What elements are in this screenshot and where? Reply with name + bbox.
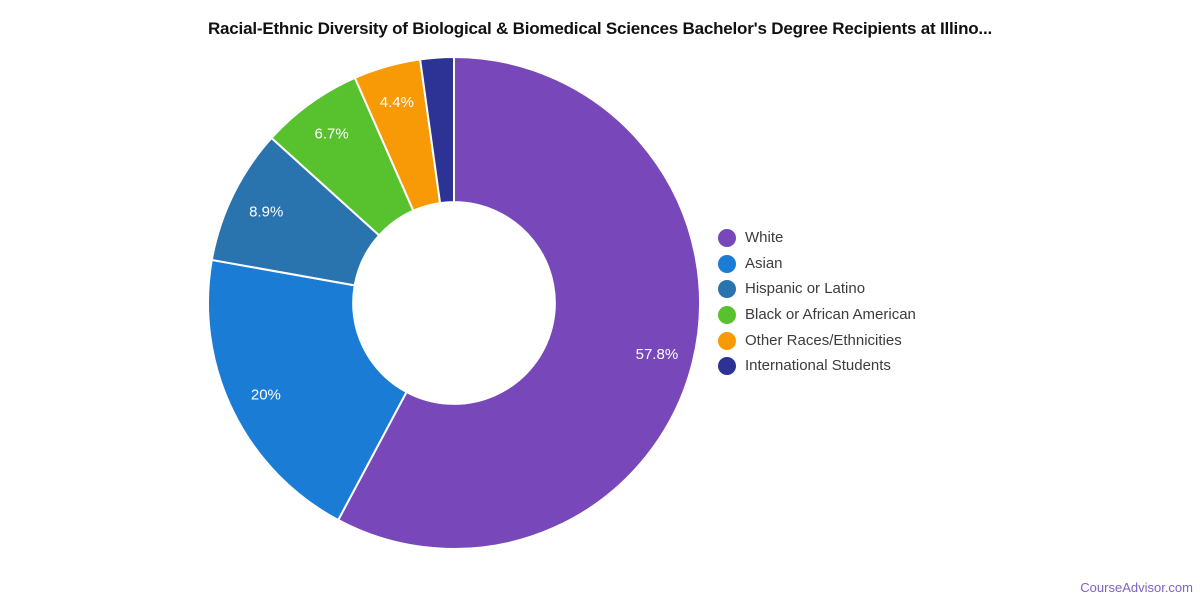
slice-percent-label-other-races-ethnicities: 4.4% — [380, 94, 414, 111]
legend-label: Black or African American — [745, 306, 916, 324]
chart-title: Racial-Ethnic Diversity of Biological & … — [207, 19, 993, 38]
legend-item-asian[interactable]: Asian — [718, 254, 916, 273]
slice-percent-label-black-or-african-american: 6.7% — [314, 126, 348, 143]
pie-slice-international-students[interactable] — [419, 56, 455, 205]
slice-percent-label-asian: 20% — [251, 387, 281, 404]
legend-label: Hispanic or Latino — [745, 280, 866, 298]
legend-label: Asian — [745, 254, 783, 272]
legend-label: International Students — [745, 357, 891, 375]
legend-item-other-races-ethnicities[interactable]: Other Races/Ethnicities — [718, 331, 916, 350]
courseadvisor-link[interactable]: CourseAdvisor.com — [1080, 580, 1193, 595]
pie-slice-asian[interactable] — [207, 258, 408, 522]
legend-item-international-students[interactable]: International Students — [718, 357, 916, 376]
legend-color-dot — [718, 306, 736, 325]
slice-percent-label-white: 57.8% — [636, 346, 679, 363]
legend-item-white[interactable]: White — [718, 229, 916, 247]
legend-label: Other Races/Ethnicities — [745, 331, 902, 349]
slice-percent-label-hispanic-or-latino: 8.9% — [249, 203, 283, 220]
legend-item-hispanic-or-latino[interactable]: Hispanic or Latino — [718, 280, 916, 299]
legend-color-dot — [718, 280, 736, 299]
legend-label: White — [745, 229, 784, 246]
legend-color-dot — [718, 331, 736, 350]
legend-item-black-or-african-american[interactable]: Black or African American — [718, 306, 916, 325]
legend-color-dot — [718, 254, 736, 273]
legend-color-dot — [718, 229, 736, 247]
legend-color-dot — [718, 357, 736, 376]
pie-slice-white[interactable] — [337, 56, 702, 550]
chart-legend: White Asian Hispanic or Latino Black or Afr… — [718, 229, 916, 376]
